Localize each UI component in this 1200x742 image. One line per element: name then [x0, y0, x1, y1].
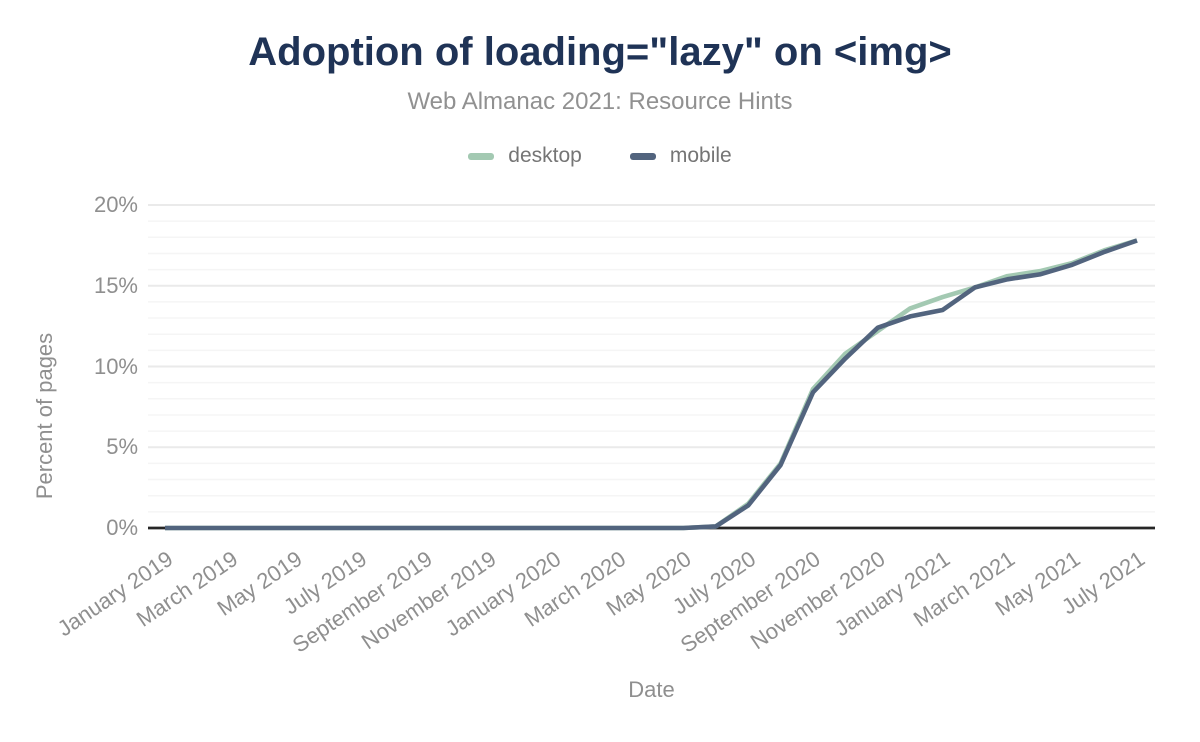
- legend-label-desktop: desktop: [508, 144, 582, 167]
- legend-item-desktop: desktop: [468, 144, 582, 168]
- y-tick-label: 5%: [106, 434, 138, 460]
- y-tick-label: 20%: [93, 192, 138, 217]
- legend: desktop mobile: [0, 144, 1200, 168]
- legend-label-mobile: mobile: [669, 144, 732, 167]
- desktop-line-swatch-icon: [468, 152, 495, 160]
- y-tick-label: 15%: [93, 272, 138, 298]
- mobile-line-swatch-icon: [629, 152, 656, 160]
- chart-title: Adoption of loading="lazy" on <img>: [248, 30, 952, 74]
- x-axis-title: Date: [628, 677, 675, 702]
- y-tick-label: 0%: [106, 515, 138, 540]
- y-tick-label: 10%: [93, 353, 138, 379]
- legend-item-mobile: mobile: [629, 144, 732, 168]
- y-axis-title: Percent of pages: [32, 332, 57, 500]
- chart-subtitle: Web Almanac 2021: Resource Hints: [407, 88, 793, 115]
